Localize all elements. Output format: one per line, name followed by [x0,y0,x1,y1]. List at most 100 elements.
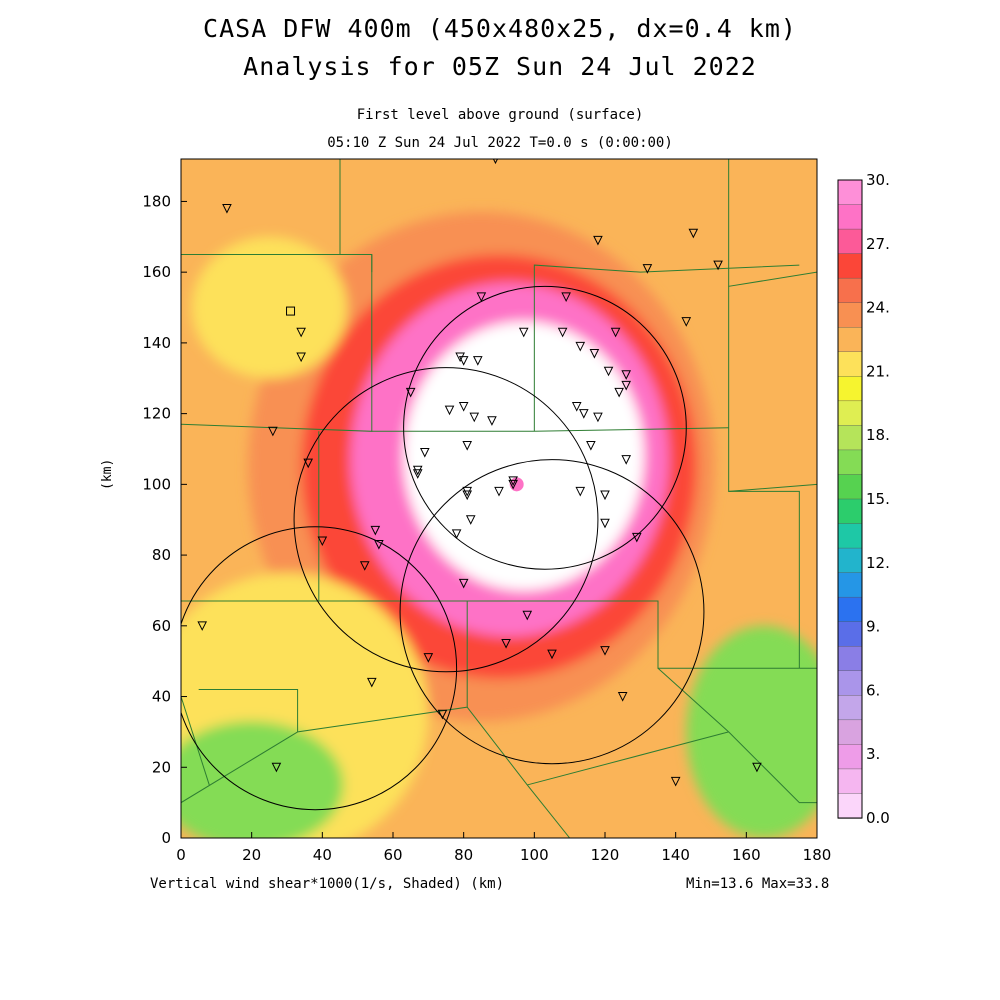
station-marker [359,561,370,571]
colorbar-label: 18. [866,426,890,444]
page-title: CASA DFW 400m (450x480x25, dx=0.4 km) [203,14,797,43]
shading-yellow-nw [191,236,348,379]
shading-layers [181,212,817,838]
analysis-time-title: Analysis for 05Z Sun 24 Jul 2022 [243,52,757,81]
shading-green-sw [181,721,344,838]
station-marker [268,426,278,437]
radar-range-ring [403,285,687,570]
station-marker [522,610,533,621]
colorbar-label: 6. [866,681,880,699]
map-frame [180,158,818,839]
station-marker [494,486,504,497]
radar-range-ring [181,526,458,811]
station-marker [670,776,681,787]
county-boundary [318,431,817,669]
station-marker [412,469,423,479]
station-marker [557,327,568,338]
station-marker [575,341,586,352]
y-tick-label: 140 [142,334,171,352]
county-boundary [657,667,817,804]
x-tick-label: 60 [383,846,402,864]
station-marker [593,412,603,423]
colorbar-swatch [837,523,863,549]
station-marker [578,409,589,419]
county-boundary [181,731,298,804]
station-marker [458,356,469,366]
station-marker [197,621,208,631]
y-axis: 0 20 40 60 80 100 120 140 160 180 [142,192,187,847]
station-marker [469,412,480,423]
station-marker [589,349,600,359]
station-marker [561,292,571,303]
x-tick-label: 40 [313,846,332,864]
site-marker [286,306,296,316]
station-marker [571,402,582,412]
station-marker [600,518,610,529]
station-marker [603,366,614,377]
colorbar-swatch [837,498,863,525]
colorbar-label: 0.0 [866,809,890,827]
station-marker [444,405,455,416]
county-boundary [533,264,800,432]
station-marker [547,649,557,660]
x-tick-label: 120 [591,846,620,864]
y-tick-label: 60 [152,617,171,635]
station-marker [476,292,487,303]
station-marker [405,387,416,398]
station-marker [472,356,483,366]
colorbar-swatch [837,228,863,255]
colorbar-swatch [837,376,863,402]
station-marker [631,532,642,543]
station-marker [487,416,497,426]
colorbar-label: 15. [866,490,890,508]
station-marker [642,264,653,274]
station-marker [518,327,529,338]
station-marker [437,709,448,720]
station-marker [271,762,282,773]
station-marker [752,762,762,773]
station-marker [366,677,377,688]
colorbar-swatch [837,327,863,353]
colorbar-swatch [837,719,863,746]
colorbar-label: 12. [866,554,890,572]
colorbar-label: 27. [866,235,890,253]
colorbar-frame [837,179,863,819]
x-tick-label: 100 [520,846,549,864]
colorbar-label: 24. [866,299,890,317]
x-axis: 0 20 40 60 80 100 120 140 160 180 [176,832,831,864]
colorbar-swatch [837,646,863,672]
colorbar: 30. 27. 24. 21. 18. 15. 12. 9. 6. 3. 0.0 [837,171,890,827]
county-boundary [527,731,729,786]
colorbar-label: 21. [866,362,890,380]
station-marker [462,440,473,451]
station-marker [600,646,610,656]
colorbar-swatch [837,572,863,598]
county-boundary [728,490,800,669]
station-marker [501,638,511,649]
colorbar-swatch [837,277,863,304]
level-subtitle: First level above ground (surface) [356,107,644,123]
station-marker [621,370,632,380]
colorbar-label: 30. [866,171,890,189]
colorbar-label: 3. [866,745,880,763]
x-tick-label: 140 [661,846,690,864]
colorbar-swatch [837,744,863,770]
colorbar-swatch [837,253,863,279]
colorbar-swatch [837,302,863,328]
min-max-readout: Min=13.6 Max=33.8 [686,876,830,892]
station-marker [586,440,596,451]
colorbar-swatch [837,768,863,795]
x-tick-label: 80 [454,846,473,864]
y-tick-label: 20 [152,758,171,776]
station-marker [317,536,328,547]
station-marker [296,327,306,338]
station-marker [370,525,381,536]
y-tick-label: 0 [161,829,171,847]
colorbar-swatch [837,474,863,500]
station-marker [423,653,434,663]
shading-peak [509,477,524,492]
station-marker [458,402,469,412]
colorbar-swatch [837,400,863,427]
colorbar-swatch [837,351,863,378]
